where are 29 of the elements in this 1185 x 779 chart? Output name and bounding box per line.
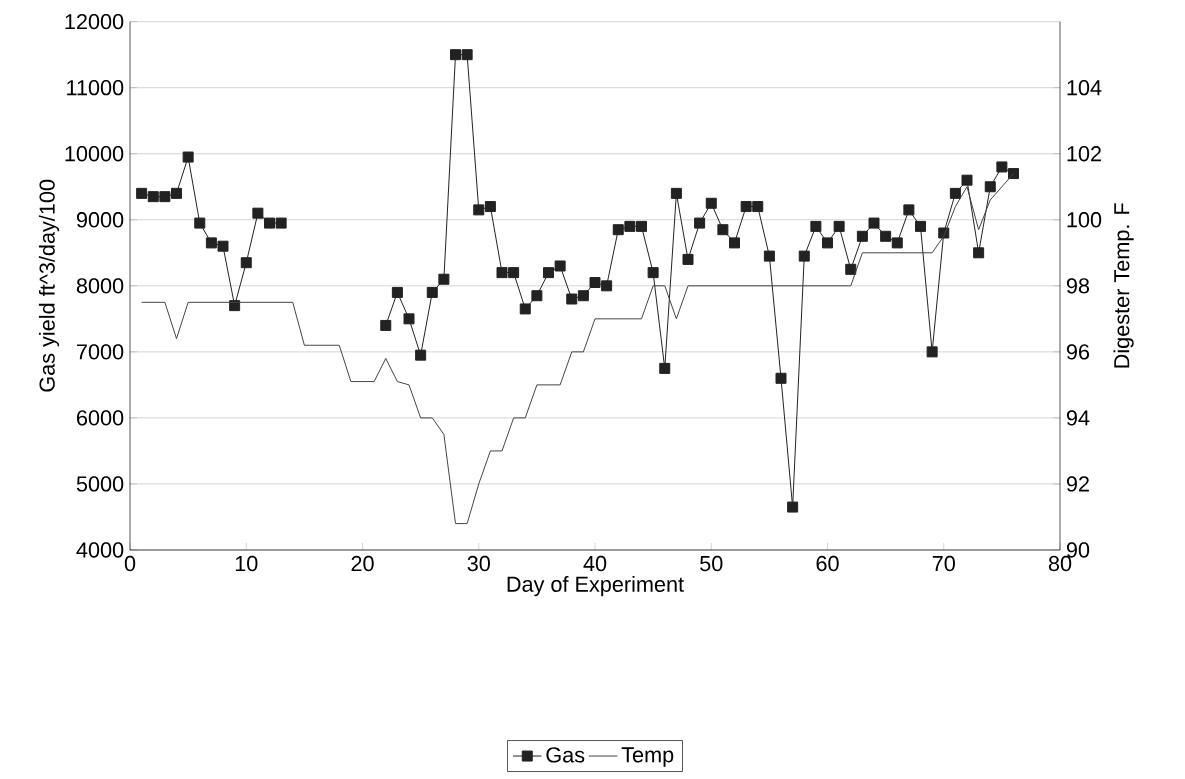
legend-label: Gas	[546, 747, 585, 763]
legend-label: Temp	[621, 747, 674, 767]
x-tick-label: 0	[124, 555, 136, 572]
y-tick-label: 7000	[77, 344, 124, 360]
x-axis-title: Day of Experiment	[507, 575, 684, 597]
y-tick-label: 12000	[65, 13, 124, 30]
y-tick-label: 9000	[76, 212, 124, 228]
x-tick-label: 50	[700, 555, 723, 572]
y2-tick-label: 94	[1066, 410, 1090, 426]
y2-tick-label: 104	[1067, 80, 1102, 96]
y2-tick-label: 98	[1066, 278, 1090, 294]
y-tick-label: 6000	[77, 410, 124, 426]
x-tick-label: 10	[235, 555, 258, 572]
x-tick-label: 20	[351, 555, 374, 572]
x-tick-label: 70	[932, 555, 955, 572]
y-axis-title: Gas yield ft^3/day/100	[38, 179, 60, 392]
y-tick-label: 10000	[65, 146, 124, 162]
y2-tick-label: 96	[1066, 344, 1090, 360]
x-tick-label: 40	[583, 555, 607, 572]
y2-axis-title: Digester Temp. F	[1113, 203, 1134, 368]
y-tick-label: 4000	[76, 542, 124, 558]
y2-tick-label: 102	[1067, 146, 1101, 162]
x-tick-label: 30	[467, 555, 490, 572]
x-tick-label: 60	[816, 555, 839, 572]
y-tick-label: 8000	[76, 278, 124, 294]
y2-tick-label: 92	[1066, 476, 1089, 492]
y2-tick-label: 100	[1067, 212, 1102, 228]
y-tick-label: 5000	[76, 476, 124, 492]
y-tick-label: 11000	[67, 80, 124, 96]
